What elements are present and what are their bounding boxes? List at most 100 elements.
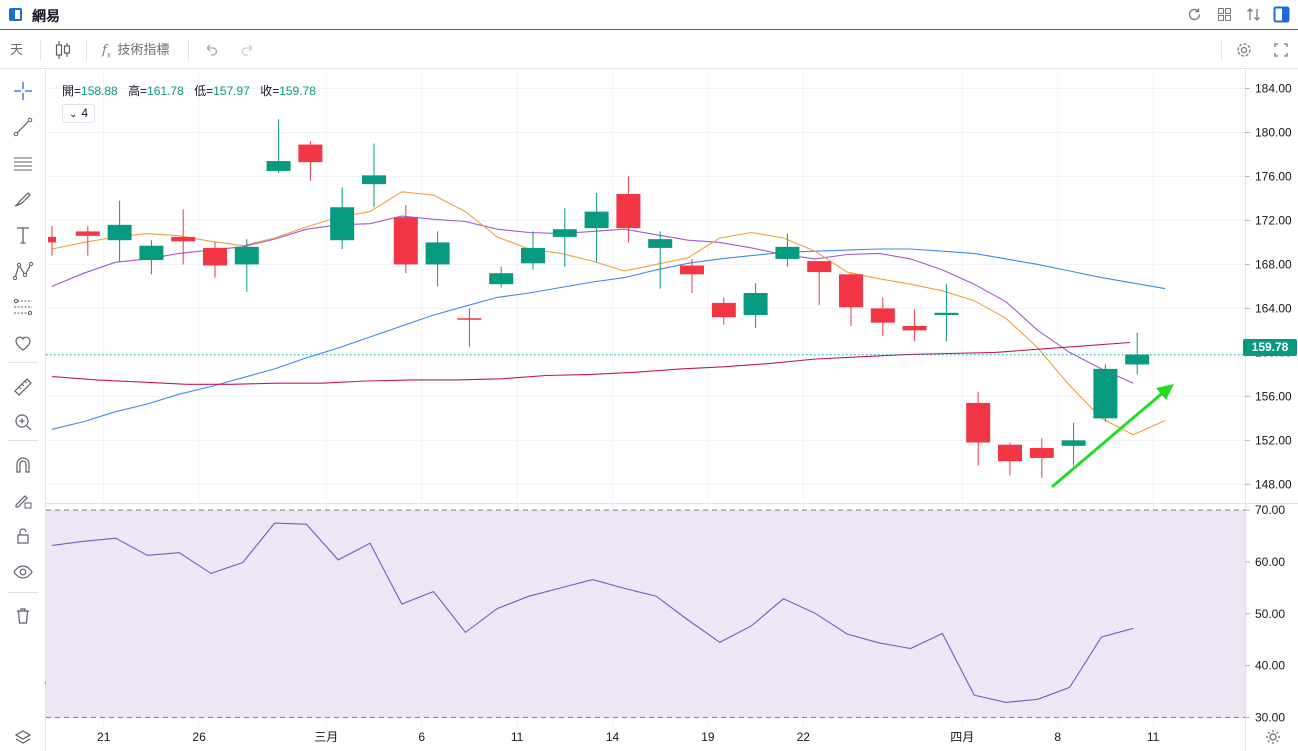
study-count: 4 bbox=[81, 106, 89, 120]
magnet-icon[interactable] bbox=[11, 453, 35, 477]
x-tick-label: 19 bbox=[701, 730, 715, 744]
undo-icon[interactable] bbox=[203, 40, 219, 60]
price-chart[interactable]: 21 26 三月 6 11 14 19 22 四月 8 11 148.00 152.00 156.00 16… bbox=[46, 70, 1298, 751]
time-settings-icon[interactable] bbox=[1264, 728, 1282, 746]
candle-body bbox=[362, 175, 386, 185]
tool-divider bbox=[8, 362, 38, 363]
candle-body bbox=[1093, 368, 1118, 419]
interval-button[interactable]: 天 bbox=[10, 42, 24, 57]
candle-body bbox=[1029, 448, 1054, 458]
heart-icon[interactable] bbox=[11, 331, 35, 355]
layers-icon[interactable] bbox=[14, 728, 32, 746]
indicators-button[interactable]: fx 技術指標 bbox=[102, 40, 169, 60]
refresh-icon[interactable] bbox=[1186, 6, 1203, 23]
candle-body bbox=[934, 312, 959, 315]
annotations bbox=[1051, 384, 1174, 488]
trash-icon[interactable] bbox=[11, 604, 35, 628]
last-price-tag: 159.78 bbox=[1243, 339, 1297, 356]
x-tick-label: 21 bbox=[97, 730, 111, 744]
x-tick-label: 26 bbox=[192, 730, 206, 744]
ohlc-legend: 開=158.88 高=161.78 低=157.97 收=159.78 bbox=[62, 82, 323, 99]
open-value: 158.88 bbox=[81, 84, 118, 98]
moving-average-lines bbox=[46, 191, 1245, 436]
ma-fast-line bbox=[51, 191, 1166, 436]
settings-gear-icon[interactable] bbox=[1235, 40, 1253, 60]
candle-body bbox=[107, 224, 132, 241]
rsi-band-fill bbox=[46, 510, 1245, 718]
high-value: 161.78 bbox=[147, 84, 184, 98]
candle-body bbox=[775, 246, 800, 259]
collapse-toolbar-icon[interactable]: ‹ bbox=[44, 677, 48, 689]
rsi-tick-label: 50.00 bbox=[1255, 607, 1285, 621]
rsi-tick-label: 60.00 bbox=[1255, 555, 1285, 569]
fullscreen-icon[interactable] bbox=[1273, 40, 1289, 60]
candle-body bbox=[616, 194, 641, 229]
zoom-in-icon[interactable] bbox=[11, 410, 35, 434]
candle-body bbox=[743, 292, 768, 315]
y-tick-label: 168.00 bbox=[1255, 257, 1292, 271]
candle-body bbox=[203, 247, 227, 266]
candle-body bbox=[48, 236, 56, 243]
candle-body bbox=[584, 211, 609, 229]
candle-body bbox=[648, 239, 673, 248]
drawing-toolbar bbox=[0, 70, 46, 751]
study-count-toggle[interactable]: ⌄ 4 bbox=[62, 104, 96, 123]
candle-body bbox=[171, 236, 196, 242]
candle-body bbox=[902, 325, 927, 331]
candle-body bbox=[75, 231, 100, 236]
price-axes: 21 26 三月 6 11 14 19 22 四月 8 11 148.00 152.00 156.00 16… bbox=[97, 81, 1292, 744]
layout-grid-icon[interactable] bbox=[1216, 6, 1233, 23]
open-key: 開= bbox=[62, 84, 82, 98]
sort-arrows-icon[interactable] bbox=[1245, 6, 1262, 23]
x-tick-label: 22 bbox=[797, 730, 811, 744]
trend-line-icon[interactable] bbox=[11, 115, 35, 139]
ruler-icon[interactable] bbox=[11, 375, 35, 399]
candle-body bbox=[711, 302, 736, 318]
app-logo-icon bbox=[9, 8, 22, 21]
y-tick-label: 152.00 bbox=[1255, 433, 1292, 447]
trend-arrow-shaft bbox=[1051, 388, 1168, 488]
close-value: 159.78 bbox=[279, 84, 316, 98]
candle-body bbox=[966, 402, 991, 443]
candlesticks bbox=[48, 119, 1150, 478]
eye-icon[interactable] bbox=[11, 560, 35, 584]
rsi-tick-label: 30.00 bbox=[1255, 710, 1285, 724]
fib-retracement-icon[interactable] bbox=[11, 295, 35, 319]
brush-icon[interactable] bbox=[11, 187, 35, 211]
toolbar-divider bbox=[40, 39, 41, 61]
toolbar-divider bbox=[86, 39, 87, 61]
x-tick-label: 三月 bbox=[314, 730, 338, 744]
x-tick-label: 8 bbox=[1054, 730, 1061, 744]
candle-body bbox=[139, 245, 164, 261]
pattern-icon[interactable] bbox=[11, 259, 35, 283]
candle-body bbox=[839, 274, 863, 308]
y-tick-label: 156.00 bbox=[1255, 389, 1292, 403]
y-tick-label: 184.00 bbox=[1255, 81, 1292, 95]
unlock-icon[interactable] bbox=[11, 524, 35, 548]
function-icon: fx bbox=[102, 43, 112, 60]
candle-body bbox=[680, 265, 704, 275]
ma-long-line bbox=[51, 341, 1131, 385]
title-bar: 網易 bbox=[0, 0, 1298, 30]
horizontal-lines-icon[interactable] bbox=[11, 151, 35, 175]
top-toolbar: 天 fx 技術指標 bbox=[0, 31, 1298, 69]
candle-body bbox=[489, 273, 514, 285]
toolbar-divider bbox=[188, 39, 189, 61]
lock-pencil-icon[interactable] bbox=[11, 488, 35, 512]
redo-icon[interactable] bbox=[240, 40, 256, 60]
panel-toggle-icon[interactable] bbox=[1273, 6, 1290, 23]
candle-body bbox=[266, 161, 291, 171]
rsi-band bbox=[46, 509, 1245, 718]
candle-style-icon[interactable] bbox=[54, 39, 72, 59]
candle-body bbox=[234, 246, 259, 265]
candle-body bbox=[1061, 440, 1086, 446]
y-tick-label: 164.00 bbox=[1255, 301, 1292, 315]
crosshair-icon[interactable] bbox=[11, 79, 35, 103]
x-tick-label: 14 bbox=[606, 730, 620, 744]
candle-body bbox=[330, 207, 355, 241]
text-tool-icon[interactable] bbox=[11, 223, 35, 247]
trend-arrow-head bbox=[1156, 384, 1174, 400]
toolbar-divider bbox=[1221, 39, 1222, 61]
y-tick-label: 172.00 bbox=[1255, 213, 1292, 227]
x-tick-label: 四月 bbox=[950, 730, 974, 744]
